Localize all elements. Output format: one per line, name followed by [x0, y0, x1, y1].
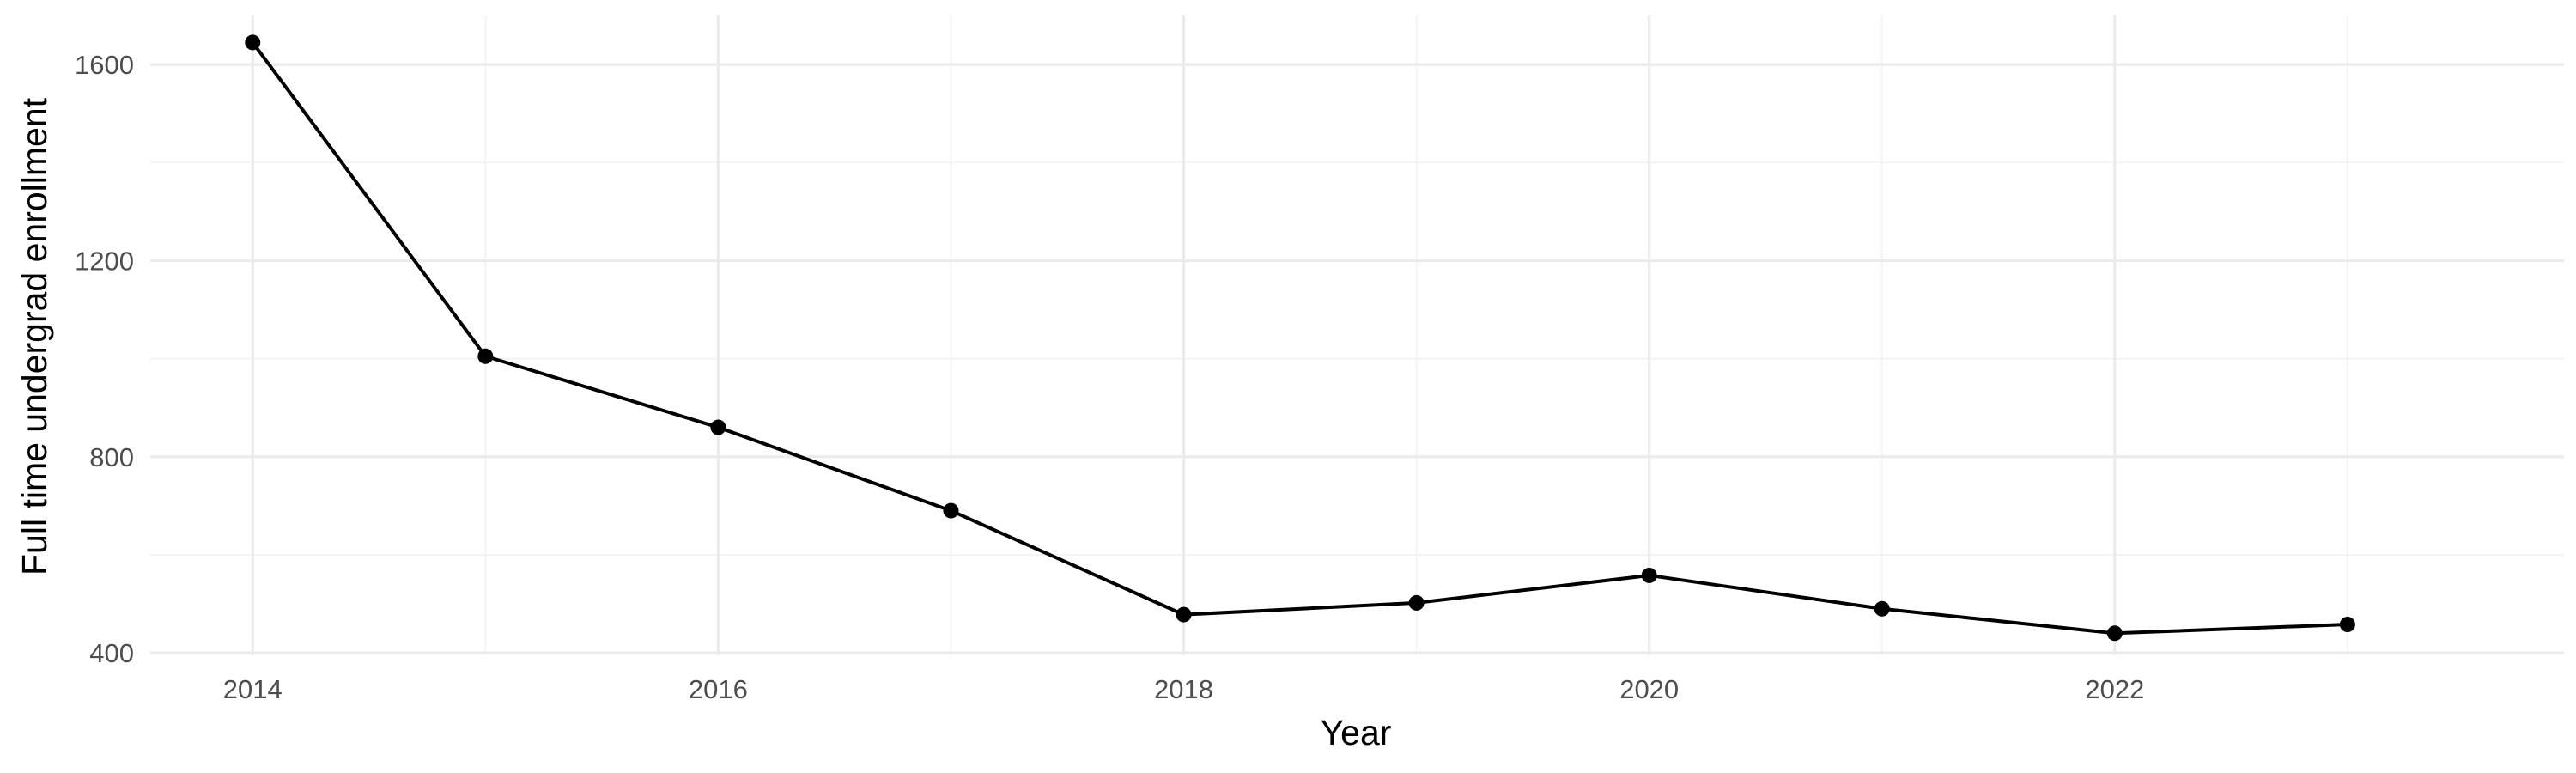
y-tick-label: 800 — [89, 442, 134, 472]
y-axis-title: Full time undergrad enrollment — [15, 97, 54, 575]
x-axis-tick-labels: 2014 2016 2018 2020 2022 — [223, 674, 2145, 704]
series-layer — [251, 41, 2348, 636]
data-point — [710, 419, 726, 435]
data-point — [477, 348, 494, 364]
data-point — [1641, 567, 1657, 583]
series-line — [251, 41, 2348, 636]
y-tick-label: 1200 — [75, 246, 134, 276]
data-point — [1176, 606, 1192, 623]
data-point — [245, 34, 261, 51]
x-tick-label: 2014 — [223, 674, 283, 704]
data-point — [1408, 594, 1425, 611]
y-tick-label: 400 — [89, 638, 134, 668]
minor-gridlines-x — [484, 15, 2348, 655]
y-axis-tick-labels: 400 800 1200 1600 — [75, 50, 134, 668]
major-gridlines-x — [251, 15, 2117, 655]
minor-gridlines-y — [150, 161, 2564, 556]
data-point — [943, 502, 959, 519]
x-axis-title: Year — [1321, 713, 1392, 752]
x-tick-label: 2016 — [689, 674, 748, 704]
data-point — [2106, 625, 2123, 642]
data-point — [2339, 617, 2355, 633]
x-tick-label: 2022 — [2085, 674, 2144, 704]
major-gridlines-y — [150, 63, 2564, 654]
y-tick-label: 1600 — [75, 50, 134, 80]
x-tick-label: 2020 — [1619, 674, 1679, 704]
data-points — [245, 34, 2355, 642]
data-point — [1874, 600, 1890, 617]
x-tick-label: 2018 — [1154, 674, 1213, 704]
